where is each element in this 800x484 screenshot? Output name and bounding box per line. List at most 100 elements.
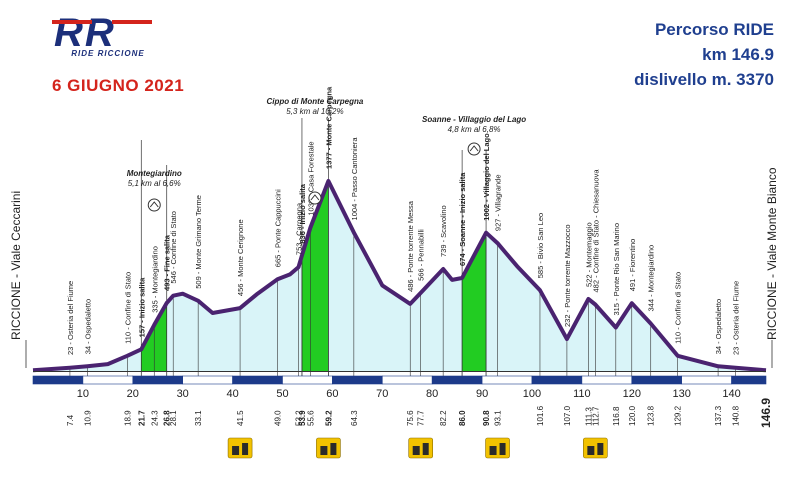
axis-band: [332, 375, 383, 385]
waypoint-label: 232 - Ponte torrente Mazzocco: [563, 224, 572, 327]
waypoint-label: 110 - Confine di Stato: [123, 272, 132, 344]
waypoint-km: 101.6: [536, 405, 545, 426]
waypoint-km: 137.3: [714, 405, 723, 426]
waypoint-km: 49.0: [273, 410, 282, 426]
food-stop-icon: [408, 437, 434, 459]
waypoint-km: 64.3: [350, 410, 359, 426]
waypoint-km: 18.9: [123, 410, 132, 426]
waypoint-label: 491 - Fiorentino: [628, 239, 637, 292]
waypoint-label: 509 - Monte Grimano Terme: [194, 195, 203, 289]
route-name: Percorso RIDE: [654, 20, 774, 39]
waypoint-label: 493 - Fine salita: [163, 234, 172, 291]
waypoint-label: 34 - Ospedaletto: [83, 299, 92, 354]
climb-info: 4,8 km al 6,8%: [448, 125, 501, 134]
food-stop-glyph: [232, 446, 240, 455]
waypoint-label: 836 - Inizio salita: [298, 183, 307, 243]
logo: RR: [52, 11, 170, 64]
waypoint-km: 129.2: [674, 405, 683, 426]
logo-subtitle: RIDE RICCIONE: [71, 49, 145, 58]
logo-stripe: [112, 20, 152, 24]
axis-band: [32, 375, 84, 385]
axis-band: [731, 375, 767, 385]
axis-band: [581, 375, 633, 385]
waypoint-km: 75.6: [406, 410, 415, 426]
food-stop-glyph: [320, 446, 328, 455]
food-stop-icon: [485, 437, 510, 459]
event-date: 6 GIUGNO 2021: [52, 76, 185, 95]
climb-info: 5,3 km al 10,2%: [286, 107, 343, 116]
climb-icon: [308, 191, 322, 205]
food-stop-glyph: [330, 443, 337, 455]
axis-band: [431, 375, 483, 385]
waypoint-km: 7.4: [66, 414, 75, 426]
x-tick-label: 110: [573, 388, 591, 400]
x-tick-label: 20: [127, 388, 139, 400]
waypoint-km: 93.1: [494, 410, 503, 426]
waypoint-km: 116.8: [612, 406, 621, 426]
axis-band: [481, 375, 533, 385]
waypoint-km: 24.3: [150, 410, 159, 426]
waypoint-label: 344 - Montegiardino: [647, 245, 656, 312]
axis-band: [82, 375, 134, 385]
climb-info: 5,1 km al 6,6%: [128, 179, 181, 188]
profile-area: [33, 181, 766, 371]
food-stop-glyph: [587, 446, 595, 455]
waypoint-label: 34 - Ospedaletto: [714, 299, 723, 354]
x-tick-label: 30: [177, 388, 189, 400]
waypoint-label: 1002 - Villaggio del Lago: [482, 133, 491, 221]
waypoint-km: 120.0: [628, 405, 637, 426]
waypoint-km: 59.2: [324, 410, 333, 426]
logo-graphic: RR: [52, 11, 152, 55]
axis-band: [531, 375, 583, 385]
x-tick-label: 70: [376, 388, 388, 400]
waypoint-km: 140.8: [732, 405, 741, 426]
final-km: 146.9: [759, 398, 773, 428]
waypoint-km: 77.7: [417, 410, 426, 426]
axis-band: [381, 375, 433, 385]
waypoint-km: 55.6: [306, 410, 315, 426]
x-tick-label: 120: [623, 388, 641, 400]
waypoint-label: 157 - Inizio salita: [137, 277, 146, 337]
climb-name: Soanne - Villaggio del Lago: [422, 115, 526, 124]
route-distance: km 146.9: [702, 45, 774, 64]
logo-stripe: [52, 20, 92, 24]
climb-icon-glyph: [469, 145, 479, 152]
x-tick-label: 140: [722, 388, 740, 400]
climb-icon: [467, 142, 481, 156]
x-tick-label: 80: [426, 388, 438, 400]
axis-band: [232, 375, 283, 385]
axis-band: [681, 375, 732, 385]
waypoint-label: 482 - Confine di Stato - Chiesanuova: [591, 169, 600, 293]
axis-band: [631, 375, 682, 385]
waypoint-label: 739 - Scavolino: [439, 205, 448, 257]
logo-text: RR: [54, 16, 116, 50]
climb-segment: [301, 180, 329, 371]
waypoint-label: 23 - Osteria del Fiume: [66, 281, 75, 355]
waypoint-km: 26.8: [163, 410, 172, 426]
axis-band: [182, 375, 233, 385]
food-stop-icon: [316, 437, 341, 459]
food-stop-glyph: [489, 446, 497, 455]
x-tick-label: 10: [77, 388, 89, 400]
climb-icon: [147, 198, 161, 212]
axis-band: [132, 375, 183, 385]
waypoint-label: 753 - Carpegna: [294, 202, 303, 255]
waypoint-label: 546 - Confine di Stato: [169, 211, 178, 284]
start-location: RICCIONE - Viale Ceccarini: [9, 191, 23, 340]
food-stop-icon: [583, 437, 608, 459]
food-stop-glyph: [499, 443, 506, 455]
route-elevation-gain: dislivello m. 3370: [634, 70, 774, 89]
food-stop-glyph: [242, 443, 249, 455]
waypoint-km: 82.2: [439, 410, 448, 426]
food-stop-glyph: [422, 443, 429, 455]
waypoint-km: 90.8: [482, 410, 491, 426]
waypoint-label: 456 - Monte Cerignone: [236, 219, 245, 296]
axis-band: [282, 375, 333, 385]
x-tick-label: 40: [226, 388, 238, 400]
x-tick-label: 50: [276, 388, 288, 400]
climb-name: Montegiardino: [127, 169, 182, 178]
waypoint-label: 566 - Pennabilli: [417, 229, 426, 281]
waypoint-label: 315 - Ponte Rio San Marino: [612, 223, 621, 316]
waypoint-label: 1039 - Casa Forestale: [306, 141, 315, 215]
